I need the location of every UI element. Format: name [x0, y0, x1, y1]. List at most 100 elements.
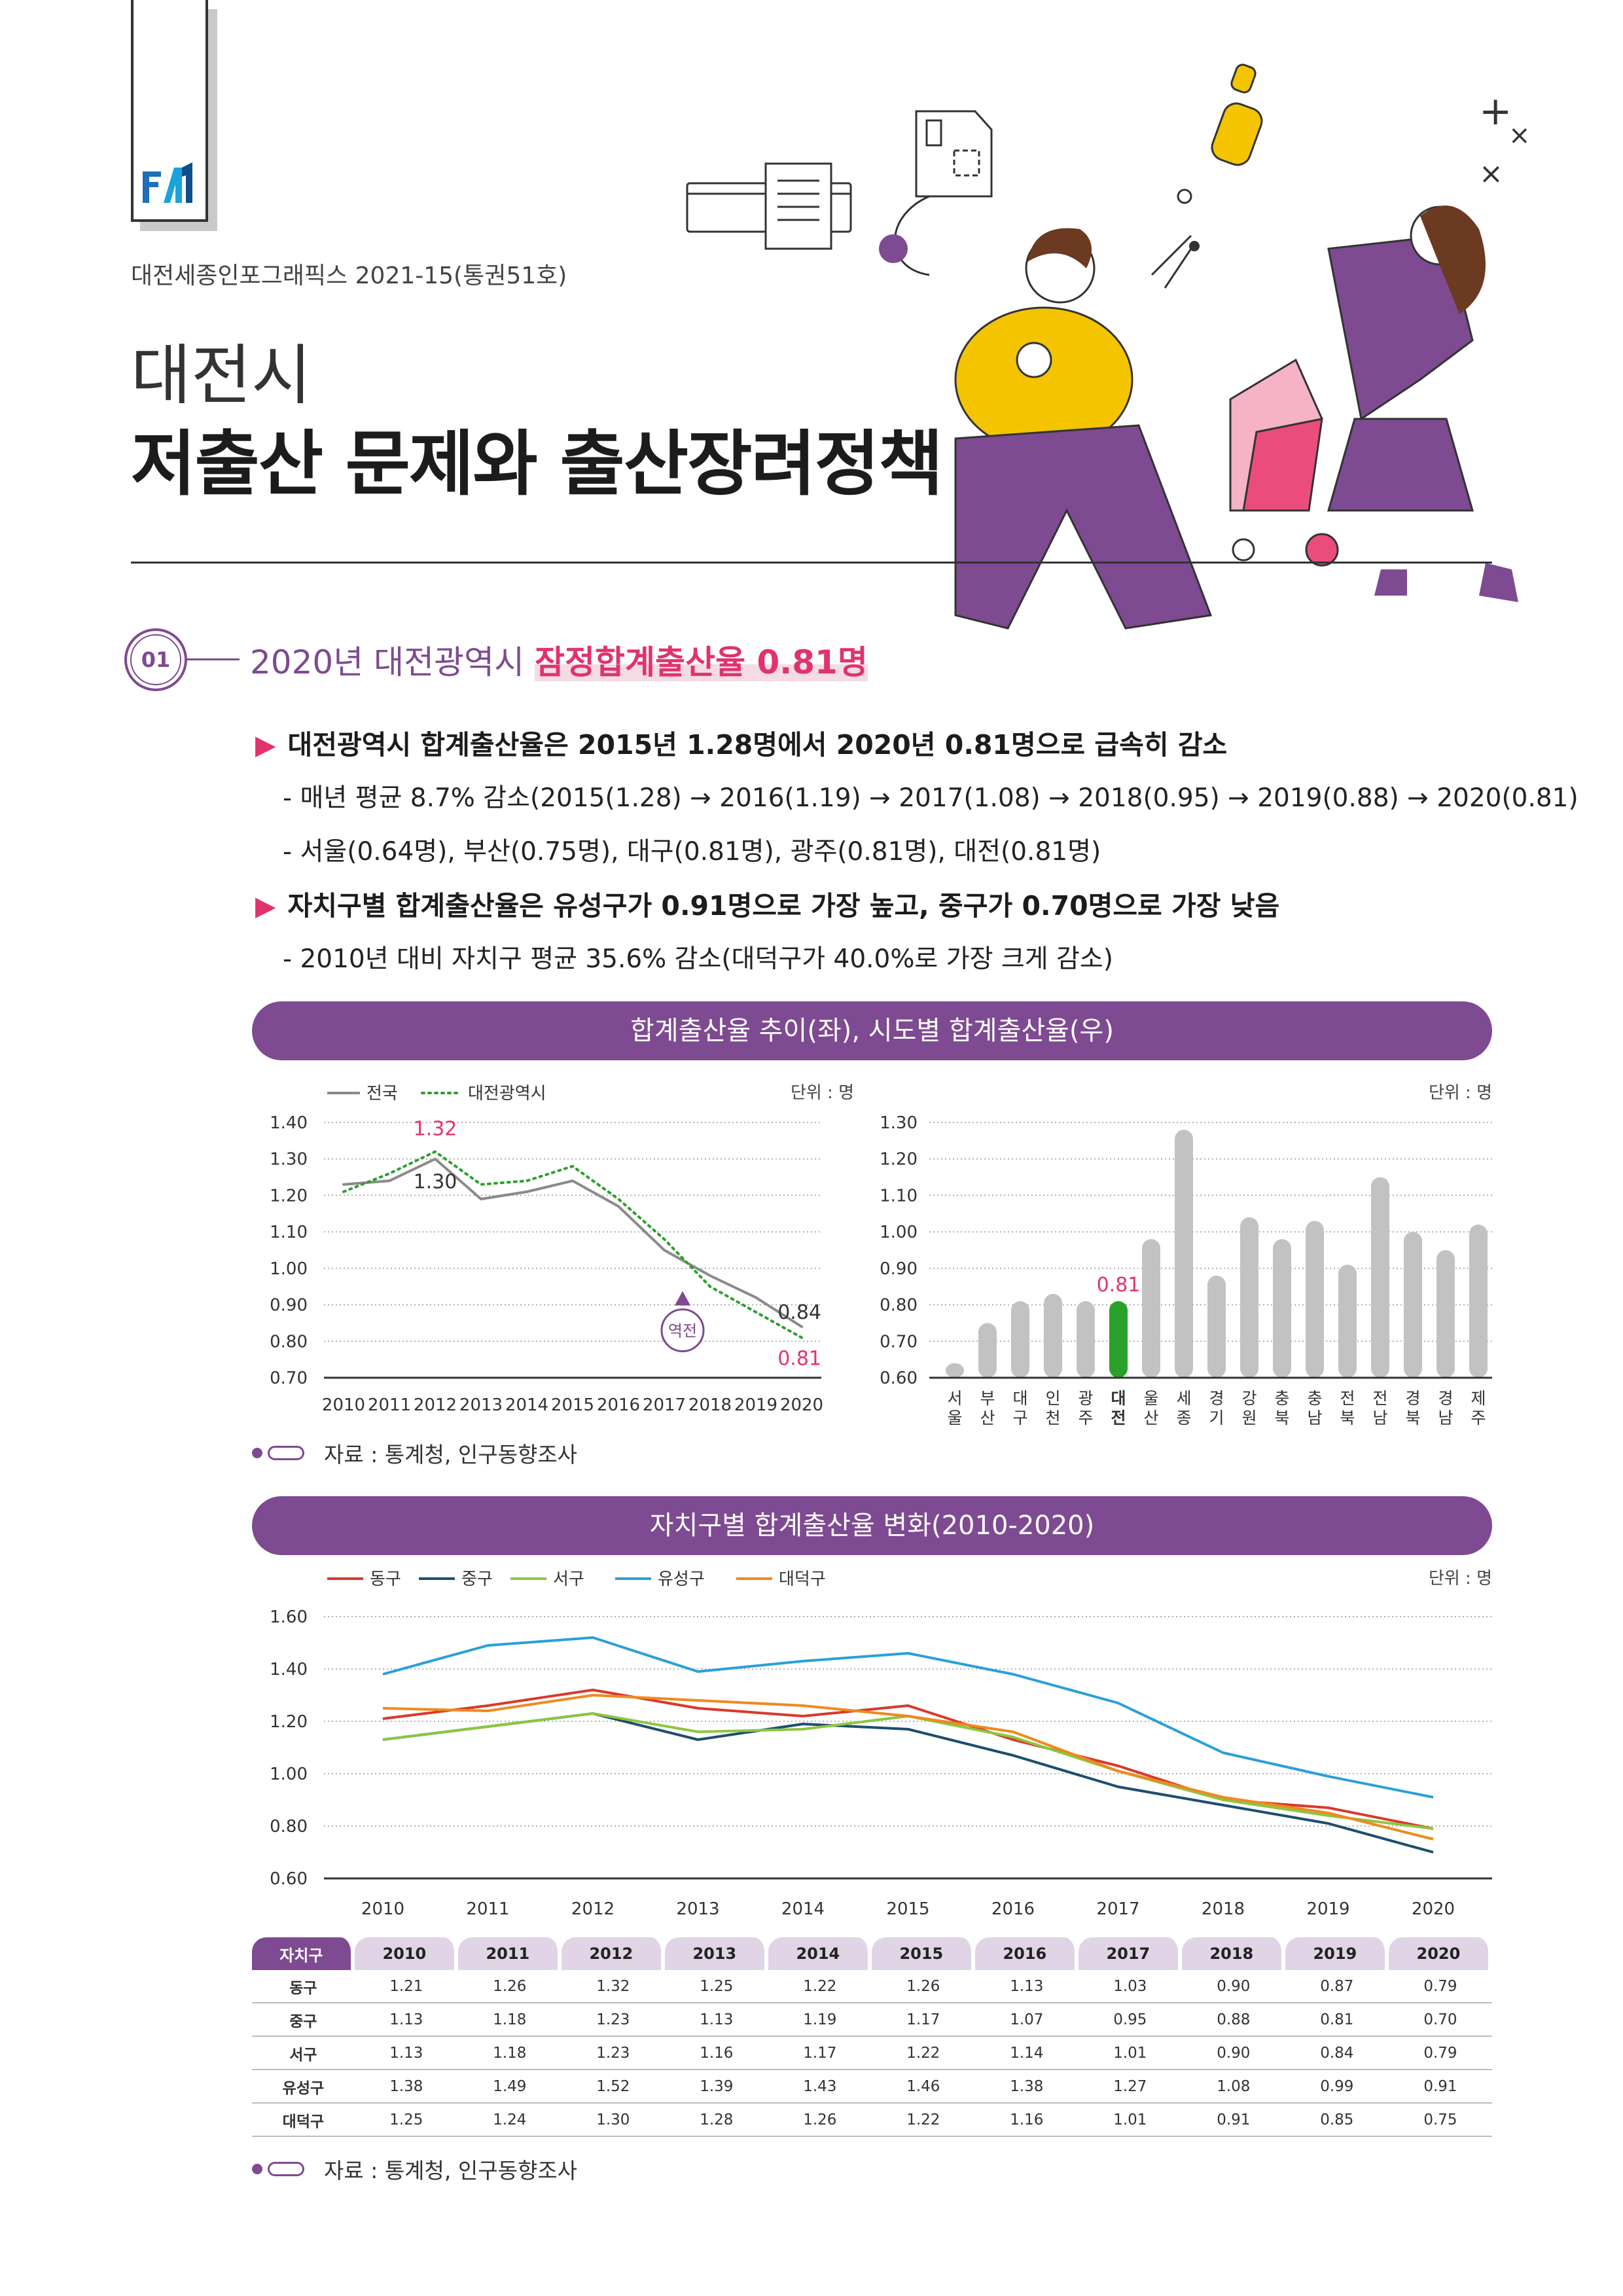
table-cell: 1.25: [354, 2104, 458, 2137]
y-tick-label: 0.60: [270, 1869, 308, 1889]
baby-bottle-icon: [1211, 63, 1263, 166]
x-tick-label: 대: [1111, 1389, 1126, 1408]
table-header-cell: 2014: [768, 1937, 872, 1970]
bar: [1273, 1239, 1291, 1378]
family-illustration: + × ×: [686, 63, 1531, 630]
table-cell: 1.52: [561, 2070, 665, 2104]
section-title-plain: 2020년 대전광역시: [250, 643, 535, 681]
source-dot-icon: [252, 2164, 262, 2174]
bar: [1240, 1217, 1258, 1378]
x-tick-label: 북: [1274, 1408, 1289, 1427]
x-tick-label: 서: [947, 1389, 962, 1408]
bar: [1207, 1276, 1226, 1378]
table-cell: 1.16: [974, 2104, 1079, 2137]
table-header-cell: 자치구: [252, 1937, 355, 1970]
legend-label: 대덕구: [779, 1570, 826, 1589]
table-cell: 1.08: [1181, 2070, 1285, 2104]
data-label-peak-daejeon: 1.32: [414, 1118, 457, 1141]
table-cell: 1.25: [664, 1970, 768, 2003]
y-tick-label: 0.80: [270, 1332, 308, 1352]
bullet-1-sub-2: - 서울(0.64명), 부산(0.75명), 대구(0.81명), 광주(0.…: [283, 837, 1101, 867]
section-connector-line: [187, 658, 240, 660]
svg-text:×: ×: [1479, 157, 1503, 190]
x-tick-label: 부: [980, 1389, 995, 1408]
x-tick-label: 충: [1274, 1389, 1289, 1408]
source-note-1: 자료 : 통계청, 인구동향조사: [252, 1437, 577, 1469]
x-tick-label: 2018: [688, 1395, 732, 1415]
data-label-peak-national: 1.30: [414, 1171, 457, 1194]
data-label-end-daejeon: 0.81: [777, 1348, 821, 1371]
y-tick-label: 1.10: [880, 1186, 918, 1206]
x-tick-label: 제: [1471, 1389, 1486, 1408]
table-cell: 1.28: [664, 2104, 768, 2137]
table-header-cell: 2012: [561, 1937, 665, 1970]
table-row: 동구 1.21 1.26 1.32 1.25 1.22 1.26 1.13 1.03 0.90 0.…: [252, 1970, 1492, 2003]
source-note-2: 자료 : 통계청, 인구동향조사: [252, 2153, 577, 2185]
x-tick-label: 2013: [459, 1395, 503, 1415]
table-cell: 1.23: [561, 2003, 665, 2037]
data-label-highlight: 0.81: [1097, 1274, 1141, 1297]
table-cell: 1.22: [871, 2037, 975, 2070]
x-tick-label: 구: [1012, 1408, 1027, 1427]
x-tick-label: 2013: [676, 1899, 719, 1919]
x-tick-label: 북: [1405, 1408, 1420, 1427]
x-tick-label: 전: [1372, 1389, 1387, 1408]
table-cell: 0.99: [1285, 2070, 1389, 2104]
table-cell: 0.79: [1388, 2037, 1492, 2070]
table-cell: 1.30: [561, 2104, 665, 2137]
x-tick-label: 2019: [734, 1395, 777, 1415]
table-cell: 1.23: [561, 2037, 665, 2070]
x-tick-label: 경: [1209, 1389, 1224, 1408]
x-tick-label: 주: [1471, 1408, 1486, 1427]
bar: [1175, 1130, 1193, 1378]
table-cell: 1.18: [457, 2037, 562, 2070]
x-tick-label: 2010: [322, 1395, 365, 1415]
table-row: 중구 1.13 1.18 1.23 1.13 1.19 1.17 1.07 0.95 0.88 0.…: [252, 2003, 1492, 2037]
table-cell: 서구: [252, 2037, 355, 2070]
y-tick-label: 1.10: [270, 1223, 308, 1242]
table-cell: 0.81: [1285, 2003, 1389, 2037]
table-cell: 1.26: [768, 2104, 872, 2137]
page-title-line2: 저출산 문제와 출산장려정책: [131, 423, 944, 505]
data-label-end-national: 0.84: [777, 1301, 821, 1324]
table-cell: 0.90: [1181, 2037, 1285, 2070]
reversal-badge: [660, 1308, 705, 1353]
legend-label: 동구: [370, 1570, 401, 1589]
source-text-1: 자료 : 통계청, 인구동향조사: [324, 1442, 578, 1467]
legend-label: 유성구: [658, 1570, 705, 1589]
x-tick-label: 경: [1438, 1389, 1453, 1408]
bar: [1436, 1250, 1455, 1378]
district-tfr-chart: 단위 : 명 1.60 1.40 1.20 1.00 0.80 0.60 2010 2011 20…: [270, 1569, 1492, 1919]
table-header-cell: 2020: [1388, 1937, 1492, 1970]
table-cell: 0.90: [1181, 1970, 1285, 2003]
table-cell: 1.24: [457, 2104, 562, 2137]
x-tick-label: 2011: [368, 1395, 411, 1415]
legend-label: 서구: [553, 1570, 584, 1589]
table-cell: 1.19: [768, 2003, 872, 2037]
triangle-bullet-icon: ▶: [255, 729, 276, 761]
district-tfr-table: 자치구 2010 2011 2012 2013 2014 2015 2016 2017 2018 2…: [252, 1937, 1492, 2137]
table-cell: 1.46: [871, 2070, 975, 2104]
table-cell: 1.21: [354, 1970, 458, 2003]
bar: [1109, 1301, 1128, 1378]
legend-label-national: 전국: [366, 1084, 398, 1103]
table-cell: 대덕구: [252, 2104, 355, 2137]
x-tick-label: 산: [980, 1408, 995, 1427]
y-tick-label: 0.90: [880, 1259, 918, 1279]
source-dot-icon: [252, 1448, 262, 1458]
bar: [1469, 1225, 1488, 1378]
x-tick-label: 종: [1176, 1408, 1191, 1427]
table-row: 유성구 1.38 1.49 1.52 1.39 1.43 1.46 1.38 1.27 1.08 0…: [252, 2070, 1492, 2104]
mother-figure: [954, 228, 1213, 630]
bar: [1306, 1221, 1324, 1378]
reversal-label: 역전: [668, 1322, 697, 1340]
unit-label: 단위 : 명: [1429, 1083, 1492, 1103]
bullet-1-sub-1: - 매년 평균 8.7% 감소(2015(1.28) → 2016(1.19) …: [283, 783, 1578, 813]
y-tick-label: 1.40: [270, 1113, 308, 1133]
x-tick-label: 2012: [414, 1395, 457, 1415]
y-tick-label: 1.20: [270, 1186, 308, 1206]
unit-label: 단위 : 명: [1429, 1569, 1492, 1588]
table-cell: 0.91: [1388, 2070, 1492, 2104]
legend-label-daejeon: 대전광역시: [468, 1084, 546, 1103]
table-row: 서구 1.13 1.18 1.23 1.16 1.17 1.22 1.14 1.01 0.90 0.…: [252, 2037, 1492, 2070]
